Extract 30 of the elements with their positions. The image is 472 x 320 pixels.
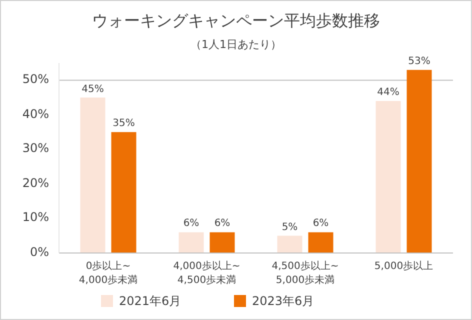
data-label: 5% — [280, 222, 299, 233]
bar — [178, 232, 204, 253]
xtick: 0歩以上~ 4,000歩未満 — [78, 260, 139, 287]
bar — [111, 132, 136, 253]
bar — [308, 232, 334, 253]
bar — [376, 101, 401, 253]
title: ウォーキングキャンペーン平均歩数推移 — [91, 11, 381, 32]
legend: 2023年6月 — [252, 293, 362, 310]
ytick: 10% — [21, 210, 49, 224]
xtick: 5,000歩以上 — [373, 260, 434, 273]
data-label: 6% — [312, 218, 330, 230]
data-label: 53% — [407, 56, 432, 67]
data-label: 6% — [213, 218, 232, 230]
legend: 2021年6月 — [119, 293, 229, 310]
ytick: 50% — [21, 72, 49, 86]
data-label: 35% — [112, 118, 136, 130]
bar — [80, 98, 106, 253]
ytick: 30% — [21, 141, 49, 156]
ytick: 20% — [21, 176, 49, 190]
bar — [210, 232, 235, 253]
xtick: 4,500歩以上~ 5,000歩未満 — [270, 260, 340, 287]
ytick: 0% — [28, 245, 49, 259]
data-label: 45% — [80, 84, 105, 95]
data-label: 6% — [182, 218, 200, 230]
data-label: 44% — [376, 87, 400, 98]
ytick: 40% — [21, 106, 49, 121]
bar — [277, 236, 302, 253]
bar — [406, 70, 432, 253]
xtick: 4,000歩以上~ 4,500歩未満 — [172, 260, 242, 287]
subtitle: （1人1日あたり） — [190, 37, 282, 52]
